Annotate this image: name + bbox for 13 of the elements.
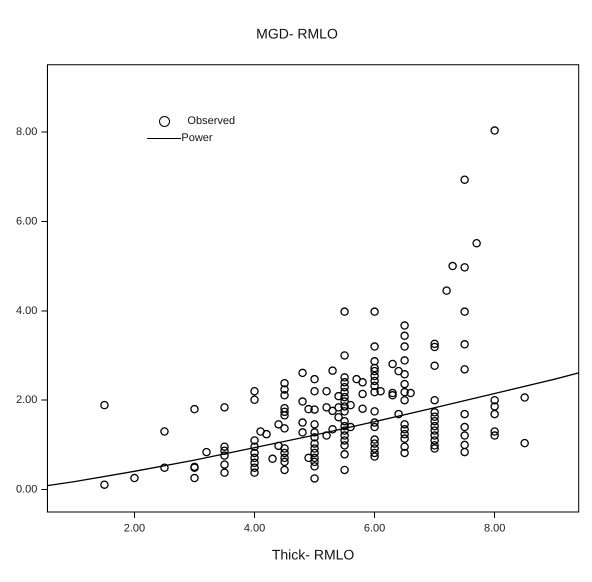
y-tick-label: 8.00 xyxy=(16,126,38,138)
legend-label: Observed xyxy=(187,115,236,128)
x-tick-label: 4.00 xyxy=(244,522,266,535)
x-tick-label: 6.00 xyxy=(364,522,386,535)
legend-label: Power xyxy=(181,132,213,144)
x-tick-label: 2.00 xyxy=(124,522,146,535)
y-tick-label: 2.00 xyxy=(16,394,38,406)
chart-title: MGD- RMLO xyxy=(256,25,338,42)
y-tick-label: 4.00 xyxy=(16,304,38,317)
y-tick-label: 6.00 xyxy=(16,215,38,228)
x-tick-label: 8.00 xyxy=(484,522,506,535)
x-axis-title: Thick- RMLO xyxy=(272,546,354,562)
y-tick-label: 0.00 xyxy=(16,484,38,496)
